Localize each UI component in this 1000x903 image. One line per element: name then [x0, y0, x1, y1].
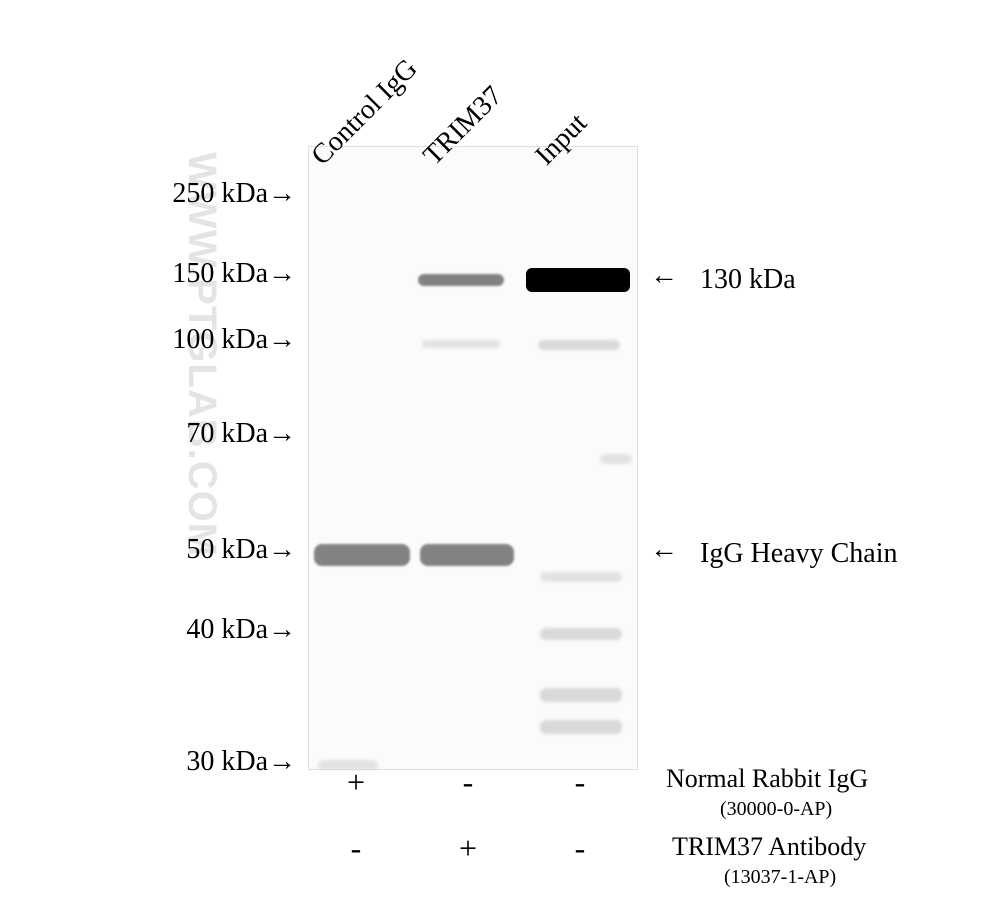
arrow-right-icon: → — [268, 614, 296, 646]
gel-membrane — [308, 146, 638, 770]
arrow-left-icon: ← — [650, 260, 678, 292]
reagent-sign: + — [448, 830, 488, 867]
reagent-sign: - — [448, 764, 488, 801]
mw-text: 100 kDa — [172, 324, 268, 355]
blot-band — [540, 572, 622, 582]
arrow-right-icon: → — [268, 324, 296, 356]
mw-text: 250 kDa — [172, 178, 268, 209]
mw-marker-label: 250 kDa→ — [0, 178, 296, 210]
reagent-name: Normal Rabbit IgG — [666, 764, 868, 794]
blot-band — [422, 340, 500, 348]
reagent-code: (13037-1-AP) — [724, 866, 836, 889]
blot-band — [540, 688, 622, 702]
blot-band — [418, 274, 504, 286]
mw-text: 40 kDa — [186, 614, 268, 645]
mw-marker-label: 70 kDa→ — [0, 418, 296, 450]
mw-marker-label: 100 kDa→ — [0, 324, 296, 356]
blot-band — [538, 340, 620, 350]
mw-marker-label: 150 kDa→ — [0, 258, 296, 290]
arrow-right-icon: → — [268, 178, 296, 210]
reagent-sign: - — [336, 830, 376, 867]
blot-band — [540, 628, 622, 640]
mw-text: 30 kDa — [186, 746, 268, 777]
arrow-right-icon: → — [268, 746, 296, 778]
blot-band — [600, 454, 632, 464]
reagent-sign: - — [560, 764, 600, 801]
arrow-right-icon: → — [268, 258, 296, 290]
arrow-left-icon: ← — [650, 534, 678, 566]
mw-text: 50 kDa — [186, 534, 268, 565]
reagent-name: TRIM37 Antibody — [672, 832, 866, 862]
mw-marker-label: 30 kDa→ — [0, 746, 296, 778]
arrow-right-icon: → — [268, 534, 296, 566]
reagent-code: (30000-0-AP) — [720, 798, 832, 821]
blot-band — [420, 544, 514, 566]
mw-marker-label: 50 kDa→ — [0, 534, 296, 566]
right-annotation-label: IgG Heavy Chain — [700, 538, 898, 570]
reagent-sign: + — [336, 764, 376, 801]
blot-band — [314, 544, 410, 566]
western-blot-figure: WWW.PTGLAB.COM Control IgGTRIM37Input 25… — [0, 0, 1000, 903]
mw-text: 150 kDa — [172, 258, 268, 289]
arrow-right-icon: → — [268, 418, 296, 450]
right-annotation-label: 130 kDa — [700, 264, 796, 296]
blot-band — [540, 720, 622, 734]
reagent-sign: - — [560, 830, 600, 867]
mw-marker-label: 40 kDa→ — [0, 614, 296, 646]
mw-text: 70 kDa — [186, 418, 268, 449]
blot-band — [526, 268, 630, 292]
